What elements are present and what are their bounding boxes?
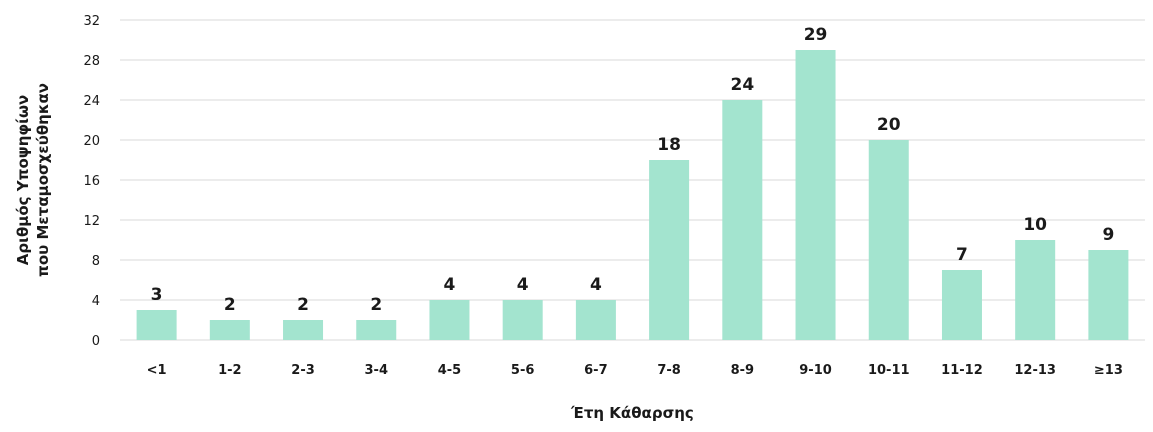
y-tick-label: 8	[92, 254, 100, 269]
bar	[1088, 250, 1129, 340]
x-tick-label: 6-7	[584, 363, 608, 378]
y-tick-label: 24	[83, 94, 100, 109]
data-label: 3	[151, 285, 163, 305]
x-tick-label: 5-6	[511, 363, 535, 378]
bar	[429, 300, 470, 340]
data-label: 2	[297, 295, 309, 315]
x-axis-title: Έτη Κάθαρσης	[570, 404, 694, 422]
bar	[795, 50, 836, 340]
bar	[722, 100, 763, 340]
bar	[209, 320, 250, 340]
y-tick-label: 28	[83, 54, 100, 69]
data-label: 4	[517, 275, 529, 295]
x-tick-label: 7-8	[657, 363, 681, 378]
bar	[283, 320, 324, 340]
y-axis-title-line-1: Αριθμός Υποψηφίων	[14, 95, 32, 265]
x-tick-label: 4-5	[438, 363, 462, 378]
data-label: 20	[877, 115, 901, 135]
x-tick-label: 10-11	[868, 363, 910, 378]
data-label: 18	[657, 135, 681, 155]
bar	[356, 320, 397, 340]
data-label: 4	[444, 275, 456, 295]
y-axis-title-line-2: που Μεταμοσχεύθηκαν	[34, 83, 52, 277]
y-tick-label: 12	[83, 214, 100, 229]
data-label: 4	[590, 275, 602, 295]
bar	[136, 310, 177, 340]
x-tick-label: 9-10	[799, 363, 832, 378]
gridlines	[120, 19, 1145, 341]
y-tick-label: 4	[92, 294, 100, 309]
data-label: 29	[804, 25, 828, 45]
x-tick-label: 3-4	[365, 363, 389, 378]
y-tick-label: 32	[83, 14, 100, 29]
bar	[575, 300, 616, 340]
x-tick-label: 12-13	[1014, 363, 1056, 378]
y-tick-label: 0	[92, 334, 100, 349]
x-axis-ticks: <1 1-2 2-3 3-4 4-5 5-6 6-7 7-8 8-9 9-10 10-11 11-12…	[147, 363, 1123, 378]
data-label: 2	[370, 295, 382, 315]
x-tick-label: 1-2	[218, 363, 242, 378]
x-tick-label: <1	[147, 363, 167, 378]
bars	[136, 50, 1129, 340]
bar	[502, 300, 543, 340]
data-label: 9	[1102, 225, 1114, 245]
bar	[649, 160, 690, 340]
bar	[941, 270, 982, 340]
y-tick-label: 20	[83, 134, 100, 149]
bar	[1015, 240, 1056, 340]
data-label: 7	[956, 245, 968, 265]
x-tick-label: ≥13	[1094, 363, 1123, 378]
data-label: 24	[730, 75, 754, 95]
x-tick-label: 8-9	[731, 363, 755, 378]
x-tick-label: 2-3	[291, 363, 315, 378]
data-label: 2	[224, 295, 236, 315]
x-tick-label: 11-12	[941, 363, 983, 378]
data-label: 10	[1023, 215, 1047, 235]
bar	[868, 140, 909, 340]
y-axis-ticks: 0 4 8 12 16 20 24 28 32	[83, 14, 100, 349]
y-tick-label: 16	[83, 174, 100, 189]
